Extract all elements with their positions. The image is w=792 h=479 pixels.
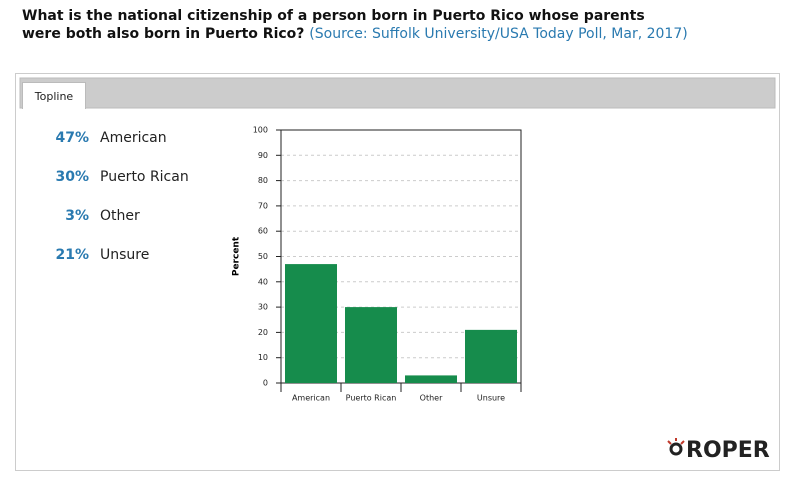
y-tick-label: 50 bbox=[258, 252, 268, 261]
question-line-2: were both also born in Puerto Rico? (Sou… bbox=[22, 26, 688, 42]
list-answer: American bbox=[100, 130, 167, 146]
tab-label[interactable]: Topline bbox=[34, 90, 74, 103]
y-tick-label: 0 bbox=[263, 379, 268, 388]
tab[interactable] bbox=[22, 82, 86, 109]
x-tick-label: Other bbox=[420, 394, 443, 403]
y-tick-label: 80 bbox=[258, 176, 268, 185]
tab-bar bbox=[19, 77, 776, 109]
y-tick-label: 10 bbox=[258, 353, 268, 362]
y-tick-label: 60 bbox=[258, 227, 268, 236]
y-tick-label: 30 bbox=[258, 303, 268, 312]
y-tick-label: 70 bbox=[258, 201, 268, 210]
list-answer: Other bbox=[100, 208, 140, 224]
x-tick-label: American bbox=[292, 394, 330, 403]
list-percent: 47% bbox=[55, 130, 89, 146]
x-tick-label: Unsure bbox=[477, 394, 505, 403]
x-tick-label: Puerto Rican bbox=[346, 394, 397, 403]
list-percent: 3% bbox=[65, 208, 89, 224]
logo-ray bbox=[667, 440, 672, 445]
tab-join bbox=[23, 106, 85, 110]
list-percent: 30% bbox=[55, 169, 89, 185]
logo-ray bbox=[680, 440, 685, 445]
bar bbox=[285, 264, 337, 383]
y-tick-label: 20 bbox=[258, 328, 268, 337]
source: (Source: Suffolk University/USA Today Po… bbox=[309, 26, 687, 42]
y-tick-label: 90 bbox=[258, 151, 268, 160]
list-answer: Puerto Rican bbox=[100, 169, 189, 185]
bar bbox=[465, 329, 517, 383]
question-line-1: What is the national citizenship of a pe… bbox=[22, 8, 645, 24]
y-tick-label: 40 bbox=[258, 277, 268, 286]
list-percent: 21% bbox=[55, 247, 89, 263]
list-answer: Unsure bbox=[100, 247, 149, 263]
y-axis-label: Percent bbox=[232, 236, 242, 276]
bar bbox=[405, 375, 457, 383]
logo-icon bbox=[669, 442, 683, 456]
logo: ROPER bbox=[667, 438, 770, 463]
y-tick-label: 100 bbox=[253, 126, 268, 135]
logo-text: ROPER bbox=[686, 438, 770, 463]
bar bbox=[345, 307, 397, 383]
chart: 0 10 20 30 40 50 60 70 80 90 100 Percent American Pue… bbox=[232, 126, 522, 403]
panel bbox=[15, 73, 780, 471]
